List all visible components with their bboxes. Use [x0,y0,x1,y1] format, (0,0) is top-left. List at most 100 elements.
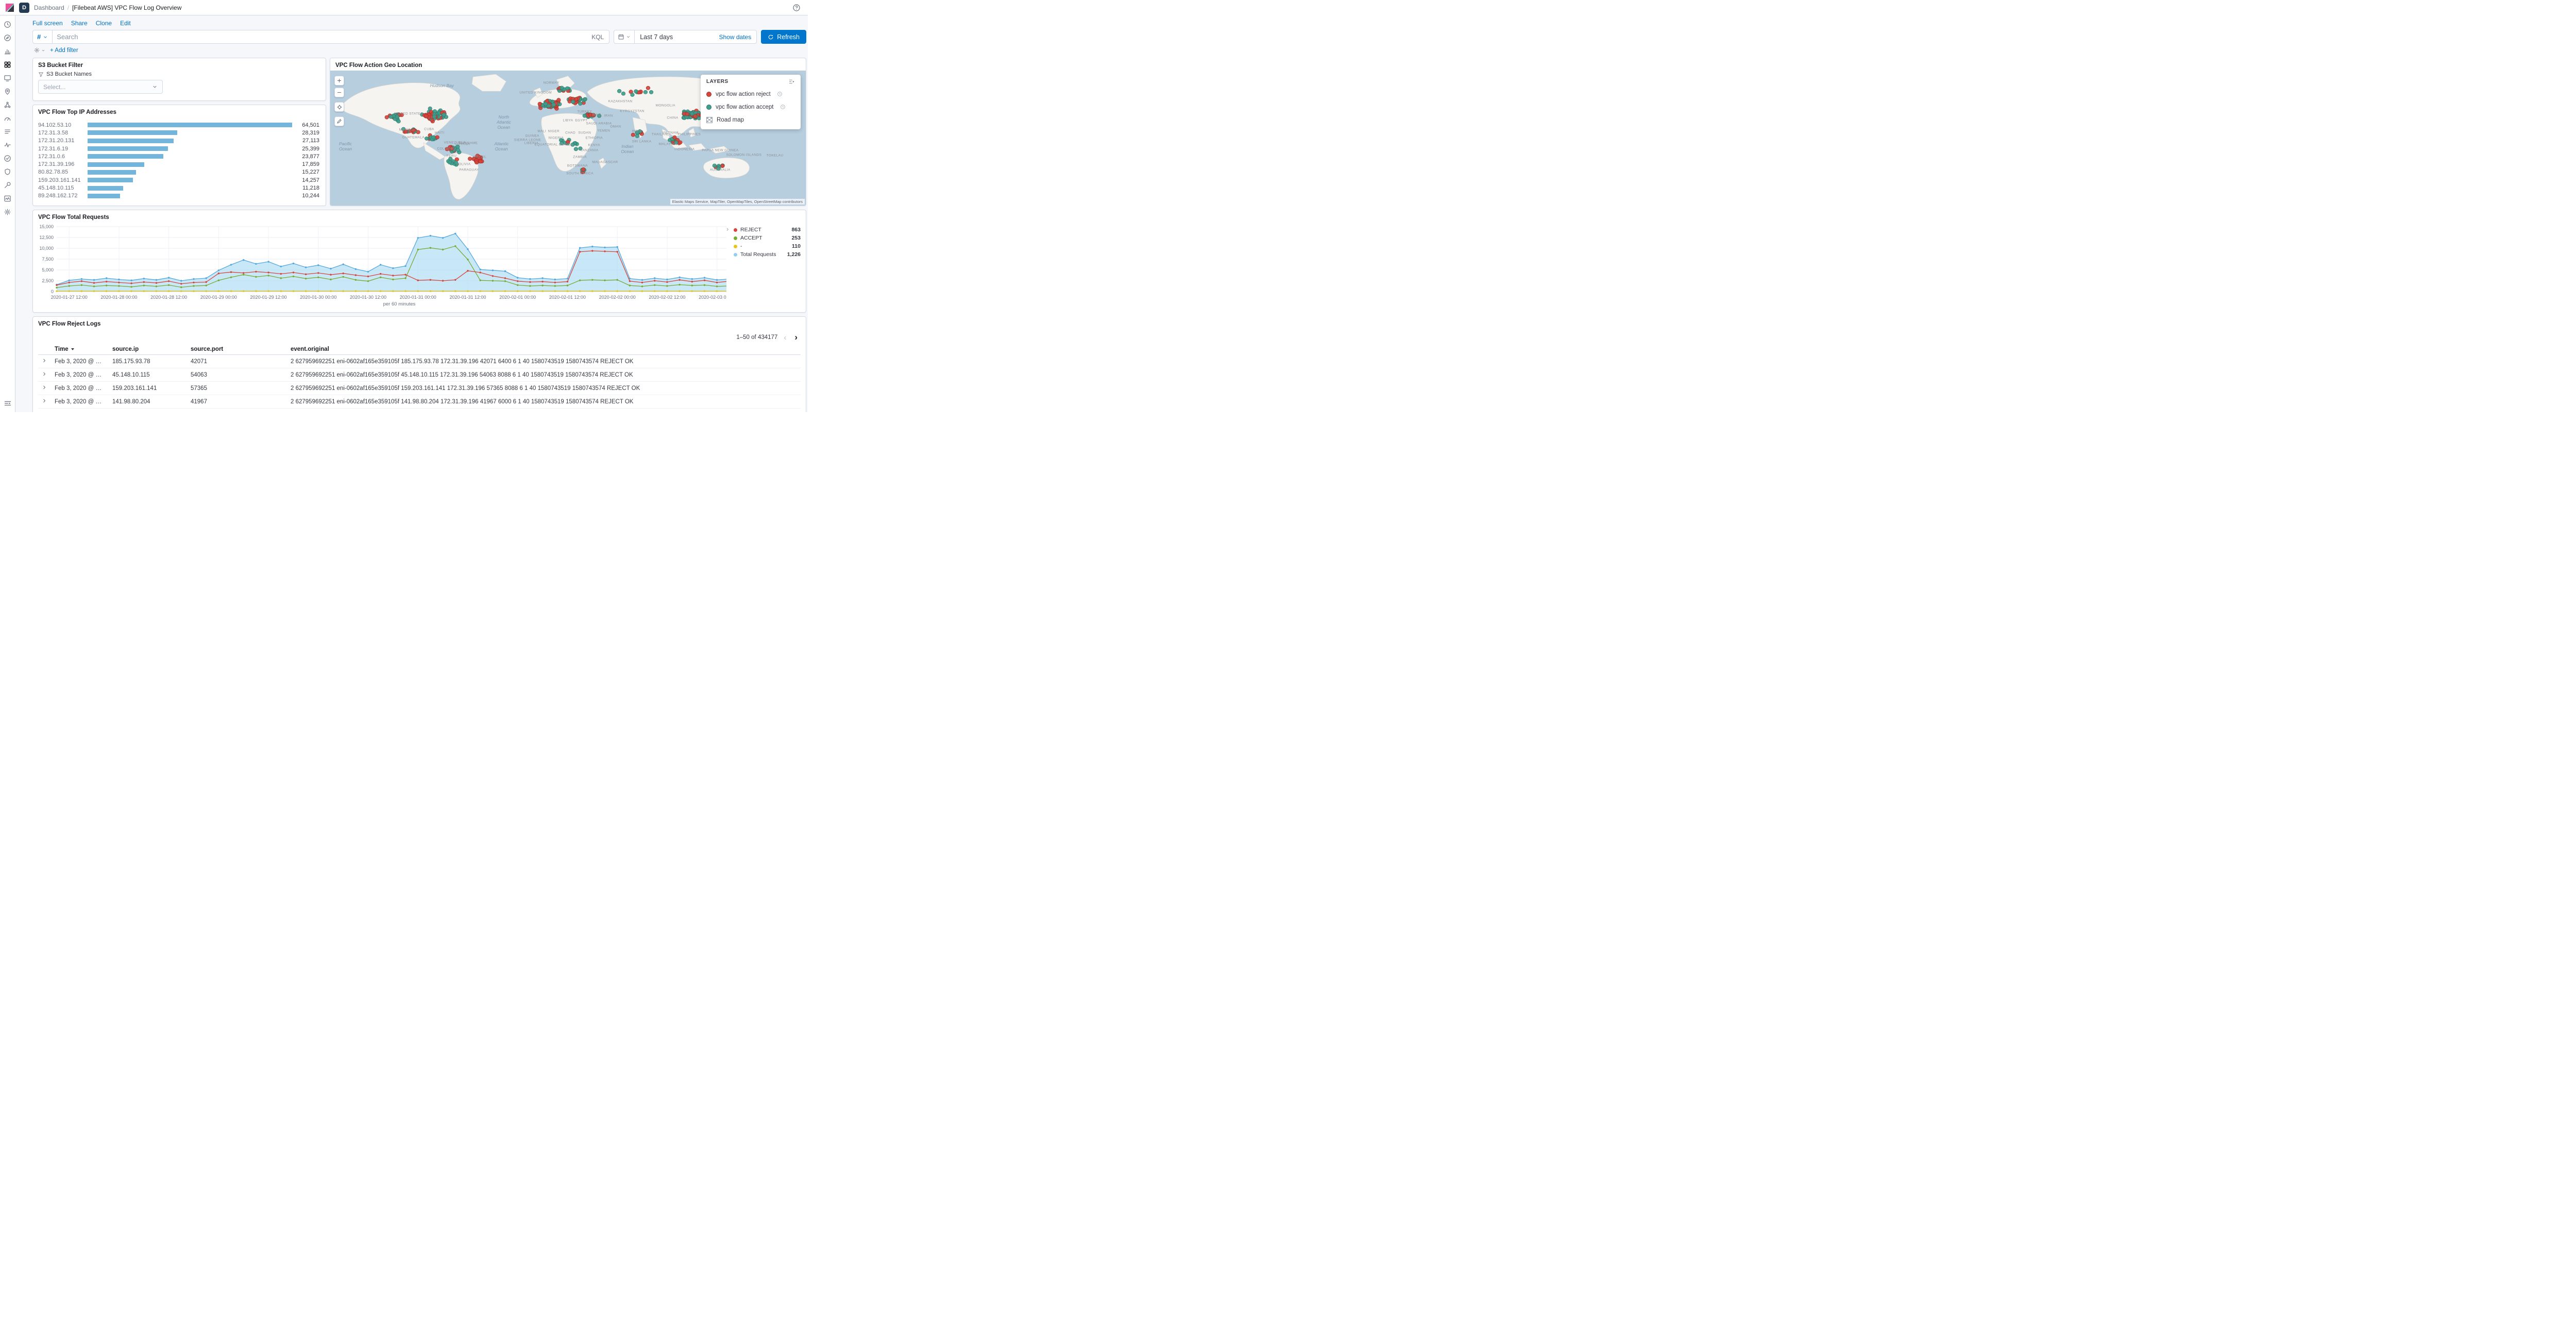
sidebar-item-dashboard[interactable] [2,58,14,71]
add-filter-button[interactable]: + Add filter [50,47,78,54]
clock-small-icon [780,105,785,109]
previous-page-button[interactable]: ‹ [782,333,788,342]
saved-query-button[interactable]: # [33,30,53,43]
expand-row-icon[interactable] [41,384,47,390]
sidebar-item-management[interactable] [2,206,14,218]
kibana-logo-icon[interactable] [5,3,14,12]
help-menu-button[interactable] [790,2,803,14]
legend-item-accept[interactable]: ACCEPT 253 [734,234,801,242]
menu-clone[interactable]: Clone [95,20,112,27]
bar-row: 172.31.0.6 23,877 [38,152,319,160]
bar-track [88,154,292,159]
world-map[interactable]: NORWAY UNITED KINGDOM UNITED STATES KAZAKHS… [330,71,806,206]
legend-item-total-requests[interactable]: Total Requests 1,226 [734,250,801,259]
sidebar-item-visualize[interactable] [2,45,14,58]
svg-text:2,500: 2,500 [42,278,54,283]
bar-row: 89.248.162.172 10,244 [38,192,319,200]
sidebar-item-discover[interactable] [2,31,14,44]
expand-row-icon[interactable] [41,358,47,364]
geo-points-layer [384,86,797,175]
legend-item-reject[interactable]: REJECT 863 [734,226,801,234]
cell-time: Feb 3, 2020 @ 08:26:14.000 [50,368,108,382]
kql-language-button[interactable]: KQL [591,33,604,41]
sidebar-item-machine-learning[interactable] [2,98,14,111]
sidebar-item-metrics[interactable] [2,112,14,125]
app-navigation-rail [0,15,15,412]
cell-source-port: 54063 [187,368,286,382]
next-page-button[interactable]: › [792,332,800,343]
sidebar-item-logs[interactable] [2,125,14,138]
sidebar-item-stack-monitoring[interactable] [2,192,14,205]
column-header-source-ip[interactable]: source.ip [108,345,187,355]
breadcrumb-section[interactable]: Dashboard [34,4,64,11]
legend-label: ACCEPT [740,235,762,241]
sidebar-item-dev-tools[interactable] [2,179,14,192]
cell-event-original: 2 627959692251 eni-0602af165e359105f 185… [286,354,801,368]
filter-options-button[interactable] [33,47,45,54]
collapse-layers-icon[interactable] [788,78,795,85]
collapse-navigation-button[interactable] [2,397,14,410]
menu-edit[interactable]: Edit [120,20,131,27]
search-input[interactable] [53,33,587,41]
legend-collapse-button[interactable]: › [726,225,729,233]
bar-track [88,123,292,128]
bar-track [88,162,292,167]
bar-row: 172.31.20.131 27,113 [38,137,319,145]
panel-total-requests: VPC Flow Total Requests 0 2,500 5,000 7,500… [32,210,806,313]
machine-learning-icon [4,101,11,108]
date-quick-select-button[interactable] [614,30,635,43]
menu-full-screen[interactable]: Full screen [32,20,63,27]
layer-row-vpc-flow-action-accept[interactable]: vpc flow action accept [706,100,795,113]
svg-text:10,000: 10,000 [39,246,54,251]
sidebar-item-canvas[interactable] [2,72,14,84]
svg-text:2020-01-28 12:00: 2020-01-28 12:00 [150,295,187,300]
refresh-button[interactable]: Refresh [761,30,806,44]
column-header-source-port[interactable]: source.port [187,345,286,355]
map-fit-to-data-button[interactable] [334,102,344,112]
dashboard-icon [4,61,11,68]
table-pagination: 1–50 of 434177 ‹ › [33,329,806,345]
expand-row-icon[interactable] [41,398,47,404]
space-badge[interactable]: D [19,2,29,13]
reject-logs-table: Time source.ip source.port event.origina… [38,345,801,412]
panel-title: VPC Flow Reject Logs [38,321,101,327]
s3-bucket-select[interactable]: Select... [38,80,163,94]
panel-reject-logs: VPC Flow Reject Logs 1–50 of 434177 ‹ › … [32,316,806,412]
expand-row-icon[interactable] [41,371,47,377]
cell-time: Feb 3, 2020 @ 08:26:14.000 [50,354,108,368]
cell-event-original: 2 627959692251 eni-0449221fb5c2c1729 183… [286,408,801,412]
map-zoom-out-button[interactable] [334,88,344,97]
menu-share[interactable]: Share [71,20,88,27]
cell-time: Feb 3, 2020 @ 08:25:25.000 [50,408,108,412]
time-range-value[interactable]: Last 7 days [640,33,673,41]
show-dates-button[interactable]: Show dates [719,33,752,41]
svg-text:2020-02-02 00:00: 2020-02-02 00:00 [599,295,636,300]
uptime-icon [4,155,11,162]
sidebar-item-apm[interactable] [2,139,14,151]
dev-tools-icon [5,182,11,188]
cell-time: Feb 3, 2020 @ 08:26:14.000 [50,395,108,409]
pagination-range: 1–50 of 434177 [736,334,778,341]
svg-text:5,000: 5,000 [42,267,54,273]
column-header-event-original[interactable]: event.original [286,345,801,355]
cell-source-port: 41967 [187,395,286,409]
filter-funnel-icon [38,72,44,77]
table-row: Feb 3, 2020 @ 08:26:14.000141.98.80.2044… [38,395,801,409]
timeseries-chart-canvas: 0 2,500 5,000 7,500 10,000 12,500 15,000 2020-0… [39,224,726,307]
layer-row-road-map[interactable]: Road map [706,113,795,126]
sidebar-item-maps[interactable] [2,85,14,98]
layer-row-vpc-flow-action-reject[interactable]: vpc flow action reject [706,88,795,100]
breadcrumb-page: [Filebeat AWS] VPC Flow Log Overview [72,4,182,11]
column-header-time[interactable]: Time [50,345,108,355]
legend-item--[interactable]: - 110 [734,242,801,250]
map-zoom-in-button[interactable] [334,76,344,86]
svg-text:2020-01-30 12:00: 2020-01-30 12:00 [350,295,386,300]
filter-bar: + Add filter [17,47,806,57]
expand-row-icon[interactable] [41,411,47,412]
map-draw-filter-button[interactable] [334,116,344,126]
sidebar-item-siem[interactable] [2,165,14,178]
sidebar-item-uptime[interactable] [2,152,14,165]
sidebar-item-recently-viewed[interactable] [2,18,14,31]
svg-text:2020-02-02 12:00: 2020-02-02 12:00 [649,295,685,300]
refresh-icon [769,35,773,39]
